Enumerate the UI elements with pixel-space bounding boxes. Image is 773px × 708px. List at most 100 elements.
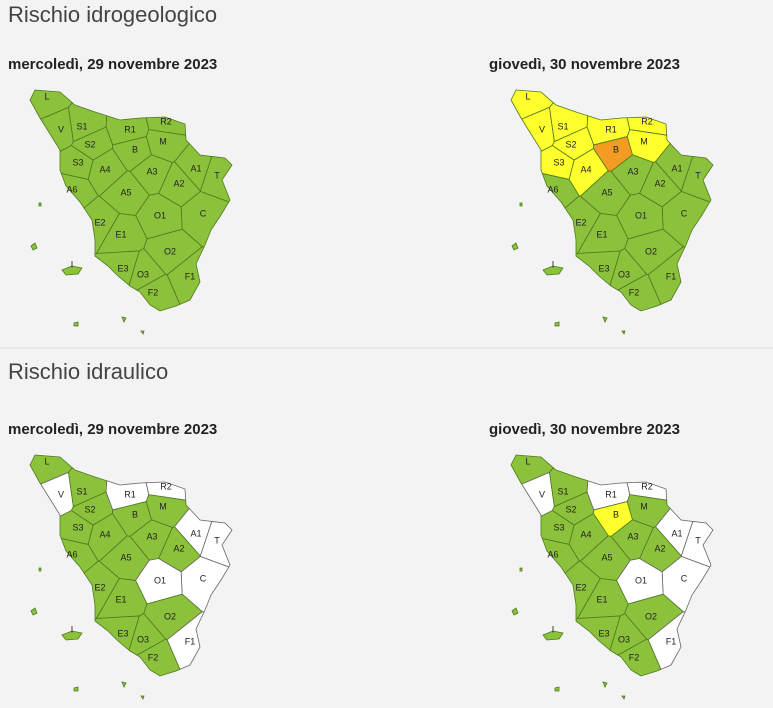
zone-label: F1 [185, 636, 196, 646]
map-date: giovedì, 30 novembre 2023 [489, 421, 680, 438]
island [61, 265, 83, 276]
zone-label: F2 [148, 287, 159, 297]
zone [647, 246, 686, 305]
zone-label: R1 [605, 489, 617, 499]
zone-label: A1 [190, 163, 201, 173]
zone-label: A6 [66, 184, 77, 194]
zone-label: E1 [596, 229, 607, 239]
zone-label: S1 [557, 486, 568, 496]
zone-label: S2 [84, 139, 95, 149]
zone [647, 611, 686, 670]
island [542, 265, 564, 276]
zone-label: I [552, 624, 555, 634]
island [121, 316, 127, 323]
section-title: Rischio idrogeologico [8, 2, 217, 27]
zone-label: I [71, 624, 74, 634]
map-date: mercoledì, 29 novembre 2023 [8, 421, 217, 438]
zone-label: R2 [160, 481, 172, 491]
zone-label: F2 [629, 287, 640, 297]
zone-label: T [695, 535, 701, 545]
zone-label: O2 [645, 611, 657, 621]
zone-label: R2 [641, 481, 653, 491]
zone [136, 273, 181, 312]
zone-label: A4 [99, 529, 110, 539]
island [511, 607, 519, 616]
zone [575, 250, 621, 286]
zone-label: I [552, 259, 555, 269]
zone [166, 246, 205, 305]
zone-label: O1 [154, 210, 166, 220]
zone-label: S2 [565, 139, 576, 149]
zone-label: R1 [605, 124, 617, 134]
zone-label: B [613, 509, 619, 519]
zone-label: B [613, 144, 619, 154]
zone-label: C [200, 208, 207, 218]
island [602, 316, 608, 323]
island [140, 330, 145, 335]
zone-label: C [681, 573, 688, 583]
zone-label: A2 [654, 543, 665, 553]
island [140, 695, 145, 700]
zone-label: T [695, 170, 701, 180]
zone-label: E1 [596, 594, 607, 604]
island [38, 567, 42, 572]
zone-label: A6 [547, 184, 558, 194]
zone-label: O3 [618, 634, 630, 644]
zone-label: O1 [154, 575, 166, 585]
zone-label: O3 [137, 269, 149, 279]
zone-label: L [44, 456, 49, 466]
zone-label: A2 [654, 178, 665, 188]
island [621, 695, 626, 700]
island [73, 321, 79, 327]
island [542, 630, 564, 641]
zone-label: C [681, 208, 688, 218]
zone-label: S2 [565, 504, 576, 514]
zone-label: E2 [94, 582, 105, 592]
zone-label: V [58, 489, 64, 499]
zone-label: S2 [84, 504, 95, 514]
zone-label: L [525, 456, 530, 466]
zone-label: R2 [160, 116, 172, 126]
island [61, 630, 83, 641]
zone-label: A3 [627, 531, 638, 541]
zone-label: B [132, 509, 138, 519]
zone-label: S3 [553, 157, 564, 167]
zone-label: E2 [94, 217, 105, 227]
zone-label: R1 [124, 489, 136, 499]
zone-label: A3 [146, 531, 157, 541]
zone-label: F1 [666, 636, 677, 646]
zone-label: E2 [575, 217, 586, 227]
zone-label: E2 [575, 582, 586, 592]
zone-label: M [159, 501, 167, 511]
island [121, 681, 127, 688]
zone-label: L [44, 91, 49, 101]
island [602, 681, 608, 688]
zone-label: R1 [124, 124, 136, 134]
zone-label: C [200, 573, 207, 583]
zone-label: O3 [618, 269, 630, 279]
island [621, 330, 626, 335]
zone-label: E1 [115, 229, 126, 239]
zone-label: V [539, 489, 545, 499]
zone-label: T [214, 535, 220, 545]
zone-label: A6 [547, 549, 558, 559]
zone-label: A5 [601, 552, 612, 562]
zone-label: O2 [164, 246, 176, 256]
zone-label: I [71, 259, 74, 269]
zone-label: B [132, 144, 138, 154]
zone-label: A5 [120, 552, 131, 562]
zone-label: A2 [173, 543, 184, 553]
zone-label: A2 [173, 178, 184, 188]
zone-label: A1 [671, 163, 682, 173]
zone-label: V [539, 124, 545, 134]
zone-label: M [640, 136, 648, 146]
zone [166, 611, 205, 670]
zone [575, 615, 621, 651]
section-title: Rischio idraulico [8, 359, 168, 384]
island [30, 607, 38, 616]
